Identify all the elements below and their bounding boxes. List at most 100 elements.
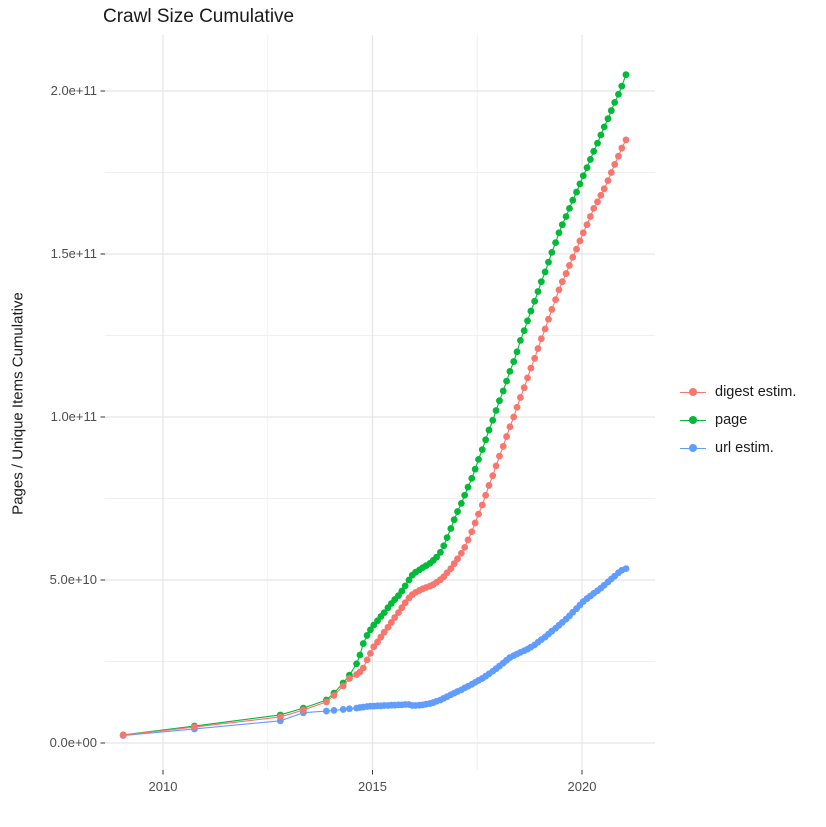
data-point-digest-estim- <box>478 501 486 509</box>
data-point-digest-estim- <box>607 169 615 176</box>
data-point-digest-estim- <box>464 536 472 544</box>
data-point-url-estim- <box>323 707 330 715</box>
data-point-digest-estim- <box>330 692 338 699</box>
data-point-digest-estim- <box>600 185 608 193</box>
data-point-digest-estim- <box>391 614 399 621</box>
data-point-digest-estim- <box>506 423 514 431</box>
data-point-digest-estim- <box>558 278 566 286</box>
data-point-page <box>600 123 608 131</box>
data-point-digest-estim- <box>510 413 518 421</box>
data-point-page <box>615 90 622 98</box>
data-point-page <box>433 553 441 561</box>
data-point-digest-estim- <box>447 565 455 572</box>
legend-label-page: page <box>715 412 748 428</box>
data-point-url-estim- <box>339 706 347 713</box>
data-point-page <box>367 626 374 634</box>
data-point-digest-estim- <box>374 638 381 646</box>
data-point-digest-estim- <box>527 364 535 372</box>
data-point-page <box>566 204 573 212</box>
digest-legend-key-icon <box>680 385 706 399</box>
data-point-page <box>464 483 472 491</box>
data-point-page <box>524 317 531 325</box>
data-point-digest-estim- <box>555 286 563 294</box>
data-point-digest-estim- <box>299 706 307 714</box>
data-point-page <box>405 576 413 584</box>
data-point-digest-estim- <box>276 713 284 721</box>
legend-label-url: url estim. <box>715 440 774 456</box>
legend-entry-url: url estim. <box>680 434 796 462</box>
data-point-digest-estim- <box>579 229 587 237</box>
data-point-page <box>555 229 563 237</box>
data-point-digest-estim- <box>583 221 591 229</box>
data-point-page <box>545 258 552 266</box>
data-point-page <box>356 651 364 659</box>
data-point-digest-estim- <box>499 442 507 450</box>
data-point-digest-estim- <box>401 599 409 607</box>
data-point-digest-estim- <box>586 213 594 220</box>
data-point-page <box>380 609 388 616</box>
data-point-page <box>482 436 490 444</box>
data-point-digest-estim- <box>496 452 503 460</box>
data-point-digest-estim- <box>622 136 630 144</box>
chart-title: Crawl Size Cumulative <box>103 6 295 27</box>
data-point-url-estim- <box>346 705 353 713</box>
data-point-page <box>520 327 528 335</box>
x-tick-label: 2020 <box>567 779 597 794</box>
data-point-digest-estim- <box>387 618 395 626</box>
data-point-digest-estim- <box>576 237 584 245</box>
data-point-page <box>492 407 500 414</box>
data-point-page <box>363 632 371 639</box>
data-point-digest-estim- <box>339 682 347 690</box>
data-point-digest-estim- <box>611 160 619 168</box>
y-tick-label: 1.5e+11 <box>50 246 97 261</box>
data-point-digest-estim- <box>450 560 458 568</box>
data-point-digest-estim- <box>461 544 469 551</box>
data-point-digest-estim- <box>191 723 198 731</box>
data-point-page <box>359 640 367 647</box>
data-point-digest-estim- <box>618 144 626 152</box>
x-tick-label: 2015 <box>358 779 387 794</box>
data-point-digest-estim- <box>471 519 479 527</box>
data-point-digest-estim- <box>384 623 392 631</box>
data-point-digest-estim- <box>454 555 461 563</box>
legend-entry-digest: digest estim. <box>680 378 796 406</box>
data-point-digest-estim- <box>597 191 605 199</box>
data-point-page <box>436 548 444 556</box>
data-point-digest-estim- <box>359 664 367 672</box>
x-tick-label: 2010 <box>148 779 178 794</box>
data-point-digest-estim- <box>573 245 580 253</box>
data-point-page <box>499 387 507 395</box>
data-point-page <box>569 196 577 204</box>
data-point-page <box>597 131 605 139</box>
data-point-digest-estim- <box>119 731 127 739</box>
data-point-page <box>353 660 360 668</box>
data-point-digest-estim- <box>346 675 353 682</box>
data-point-digest-estim- <box>457 549 465 557</box>
data-point-url-estim- <box>330 707 338 714</box>
data-point-digest-estim- <box>363 656 371 664</box>
y-tick-label: 5.0e+10 <box>49 572 97 587</box>
data-point-digest-estim- <box>562 270 570 277</box>
data-point-page <box>447 525 455 532</box>
data-point-digest-estim- <box>545 315 552 323</box>
data-point-digest-estim- <box>541 325 549 333</box>
data-point-digest-estim- <box>534 345 542 352</box>
data-point-page <box>558 221 566 229</box>
data-point-page <box>478 446 486 453</box>
data-point-digest-estim- <box>398 604 406 612</box>
data-point-page <box>401 582 409 590</box>
data-point-page <box>552 239 560 246</box>
y-tick-label: 2.0e+11 <box>50 83 97 98</box>
data-point-page <box>468 474 476 482</box>
data-point-page <box>506 367 514 375</box>
data-point-digest-estim- <box>482 491 490 499</box>
data-point-page <box>510 358 518 365</box>
data-point-digest-estim- <box>377 633 385 641</box>
data-point-digest-estim- <box>468 528 476 536</box>
data-point-page <box>475 455 482 463</box>
data-point-page <box>607 107 615 114</box>
data-point-page <box>513 348 521 356</box>
data-point-page <box>618 82 626 90</box>
data-point-page <box>590 147 598 155</box>
